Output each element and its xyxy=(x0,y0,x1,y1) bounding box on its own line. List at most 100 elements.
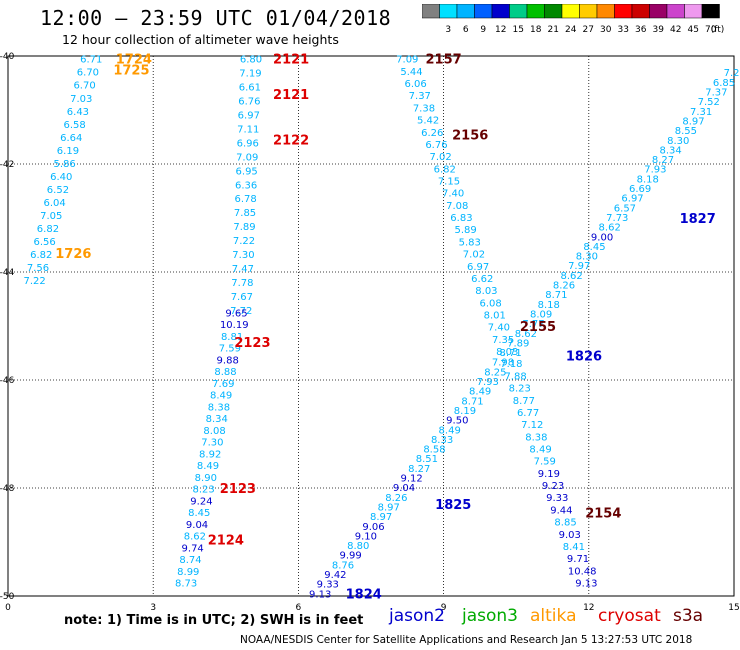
swh-value: 8.85 xyxy=(554,518,576,529)
swh-value: 6.76 xyxy=(425,140,447,151)
swh-value: 7.11 xyxy=(237,124,259,135)
swh-value: 7.30 xyxy=(232,250,254,261)
swh-value: 5.89 xyxy=(454,225,476,236)
swh-value: 8.30 xyxy=(576,252,598,263)
swh-value: 8.88 xyxy=(214,367,236,378)
x-tick-label: 6 xyxy=(296,603,302,613)
swh-value: 5.42 xyxy=(417,116,439,127)
swh-value: 7.22 xyxy=(23,276,45,287)
swh-value: 8.19 xyxy=(454,406,476,417)
swh-value: 7.72 xyxy=(230,306,252,317)
swh-value: 9.13 xyxy=(309,589,331,600)
swh-value: 6.70 xyxy=(73,81,95,92)
swh-value: 8.27 xyxy=(652,155,674,166)
swh-value: 8.62 xyxy=(560,271,582,282)
swh-value: 7.37 xyxy=(409,91,431,102)
swh-value: 9.13 xyxy=(575,579,597,590)
swh-value: 8.81 xyxy=(221,332,243,343)
x-tick-label: 15 xyxy=(728,603,739,613)
swh-value: 7.15 xyxy=(438,177,460,188)
swh-value: 6.71 xyxy=(80,55,102,66)
swh-value: 7.03 xyxy=(70,94,92,105)
swh-value: 7.09 xyxy=(236,152,258,163)
scale-label: 3 xyxy=(445,25,451,35)
swh-value: 8.23 xyxy=(192,485,214,496)
swh-value: 7.2 xyxy=(724,68,740,79)
swh-value: 6.69 xyxy=(629,184,651,195)
swh-value: 7.67 xyxy=(231,292,253,303)
scale-label: 30 xyxy=(600,25,612,35)
footnote: note: 1) Time is in UTC; 2) SWH is in fe… xyxy=(64,613,364,628)
swh-value: 10.19 xyxy=(220,320,249,331)
swh-value: 7.08 xyxy=(446,201,468,212)
swh-value: 8.97 xyxy=(370,512,392,523)
swh-value: 9.33 xyxy=(546,493,568,504)
swh-value: 7.89 xyxy=(507,338,529,349)
swh-value: 8.62 xyxy=(599,223,621,234)
swh-value: 8.01 xyxy=(484,311,506,322)
swh-value: 8.97 xyxy=(378,502,400,513)
swh-value: 7.12 xyxy=(521,420,543,431)
swh-value: 6.36 xyxy=(235,180,257,191)
swh-value: 8.33 xyxy=(431,435,453,446)
scale-label: 21 xyxy=(548,25,559,35)
swh-value: 7.85 xyxy=(234,208,256,219)
swh-value: 7.22 xyxy=(233,236,255,247)
scale-label: 45 xyxy=(688,25,699,35)
swh-value: 7.73 xyxy=(606,213,628,224)
scale-label: 9 xyxy=(480,25,486,35)
swh-value: 8.92 xyxy=(199,449,221,460)
swh-value: 8.03 xyxy=(496,347,518,358)
legend-jason2: jason2 xyxy=(389,606,445,626)
swh-value: 7.30 xyxy=(201,438,223,449)
swh-value: 6.08 xyxy=(479,298,501,309)
swh-value: 8.49 xyxy=(197,461,219,472)
swh-value: 9.00 xyxy=(591,232,613,243)
swh-value: 8.77 xyxy=(513,396,535,407)
scale-swatch xyxy=(701,4,720,19)
swh-value: 9.71 xyxy=(567,554,589,565)
swh-value: 8.99 xyxy=(177,567,199,578)
pass-time-label: 2157 xyxy=(426,53,462,68)
pass-time-label: 1827 xyxy=(680,212,716,227)
swh-value: 8.76 xyxy=(332,560,354,571)
swh-value: 6.77 xyxy=(517,408,539,419)
swh-value: 6.95 xyxy=(236,166,258,177)
x-tick-label: 9 xyxy=(441,603,447,613)
swh-value: 8.80 xyxy=(347,541,369,552)
swh-value: 6.82 xyxy=(30,250,52,261)
swh-value: 9.50 xyxy=(446,416,468,427)
swh-value: 7.59 xyxy=(219,344,241,355)
swh-value: 8.26 xyxy=(385,493,407,504)
pass-time-label: 2121 xyxy=(273,53,309,68)
swh-value: 9.19 xyxy=(538,469,560,480)
y-tick-label: -46 xyxy=(0,376,15,386)
swh-value: 6.57 xyxy=(614,203,636,214)
pass-time-label: 1726 xyxy=(55,247,91,262)
swh-value: 6.78 xyxy=(234,194,256,205)
swh-value: 9.04 xyxy=(186,520,208,531)
swh-value: 7.88 xyxy=(504,371,526,382)
swh-value: 8.58 xyxy=(423,445,445,456)
swh-value: 9.23 xyxy=(542,481,564,492)
pass-time-label: 2155 xyxy=(520,320,556,335)
y-tick-label: -50 xyxy=(0,592,15,602)
swh-value: 6.58 xyxy=(63,120,85,131)
swh-value: 6.64 xyxy=(60,133,82,144)
swh-value: 7.98 xyxy=(492,358,514,369)
scale-label: 39 xyxy=(653,25,665,35)
swh-value: 8.26 xyxy=(553,281,575,292)
scale-label: 70 xyxy=(705,25,717,35)
swh-value: 8.74 xyxy=(179,555,201,566)
x-tick-label: 3 xyxy=(150,603,156,613)
swh-value: 9.03 xyxy=(559,530,581,541)
swh-value: 7.93 xyxy=(644,165,666,176)
y-tick-label: -48 xyxy=(0,484,15,494)
swh-value: 8.03 xyxy=(475,286,497,297)
swh-value: 7.31 xyxy=(690,107,712,118)
swh-value: 8.62 xyxy=(515,329,537,340)
scale-label: 18 xyxy=(530,25,542,35)
swh-value: 6.80 xyxy=(240,55,262,66)
swh-value: 7.19 xyxy=(239,69,261,80)
